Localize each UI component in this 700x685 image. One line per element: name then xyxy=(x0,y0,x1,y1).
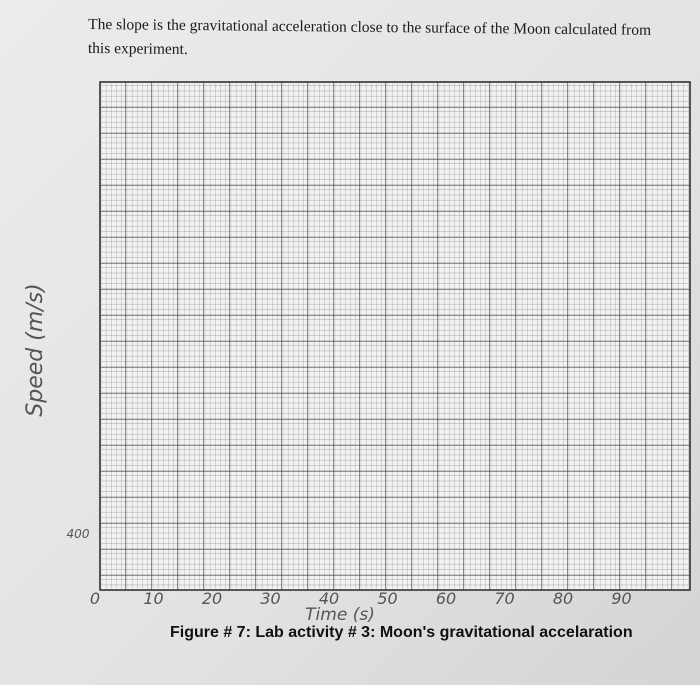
x-tick-label: 30 xyxy=(260,589,280,608)
x-axis-label: Time (s) xyxy=(305,605,375,625)
handwritten-labels: 0 10 20 30 40 50 60 70 80 90 400 Time (s) Speed (m/s… xyxy=(23,283,632,625)
x-tick-label: 60 xyxy=(436,589,456,608)
x-tick-label: 50 xyxy=(377,589,397,608)
x-tick-label: 20 xyxy=(202,589,222,608)
x-tick-label: 90 xyxy=(611,589,631,608)
figure-caption: Figure # 7: Lab activity # 3: Moon's gra… xyxy=(170,624,633,641)
x-tick-label: 70 xyxy=(494,589,514,608)
x-tick-label: 80 xyxy=(553,589,573,608)
x-tick-label: 40 xyxy=(319,589,339,608)
y-axis-label: Speed (m/s) xyxy=(23,283,48,416)
x-tick-label: 0 xyxy=(90,589,100,608)
grid-lines xyxy=(100,82,690,590)
y-tick-label: 400 xyxy=(67,527,90,541)
x-tick-label: 10 xyxy=(143,589,163,608)
